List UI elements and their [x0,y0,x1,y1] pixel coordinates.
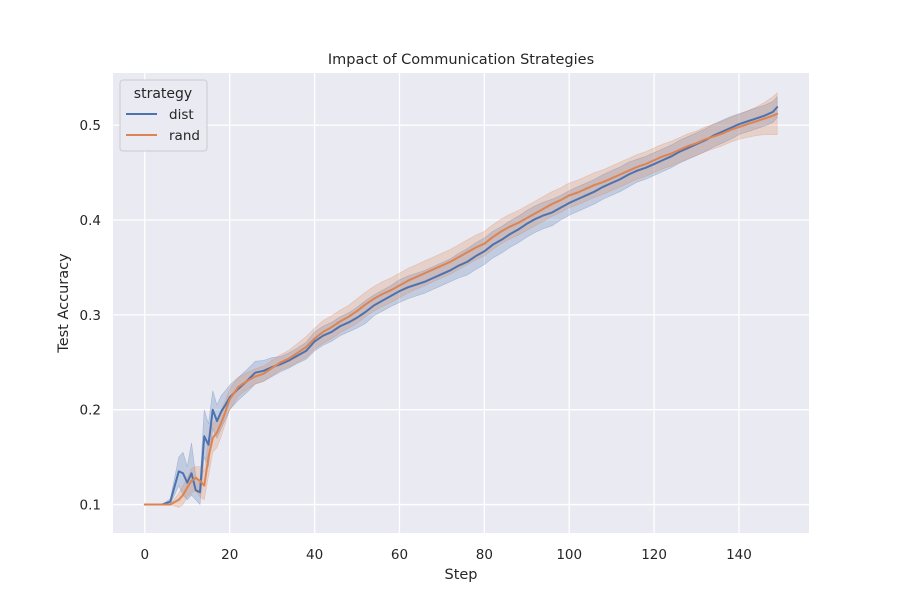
legend-box [119,79,208,152]
x-tick-label: 20 [221,547,238,563]
x-tick-label: 120 [641,547,667,563]
chart-title: Impact of Communication Strategies [328,52,594,68]
y-tick-label: 0.3 [80,308,101,324]
y-tick-label: 0.1 [80,498,101,514]
x-tick-label: 100 [556,547,582,563]
x-tick-label: 80 [476,547,493,563]
y-tick-label: 0.2 [80,403,101,419]
plot-area [113,73,809,533]
x-axis-ticks: 0 20 40 60 80 100 120 140 [141,547,752,563]
series-lines [143,106,779,506]
legend-label-dist: dist [169,107,194,123]
x-tick-label: 40 [306,547,323,563]
y-tick-label: 0.4 [80,213,101,229]
x-tick-label: 140 [726,547,752,563]
legend: strategy dist rand [119,79,208,152]
legend-label-rand: rand [169,128,200,144]
y-axis-label: Test Accuracy [56,253,72,354]
x-tick-label: 0 [141,547,150,563]
grid-lines [113,73,809,533]
y-axis-ticks: 0.1 0.2 0.3 0.4 0.5 [80,118,101,513]
legend-title: strategy [134,86,192,102]
series-line-dist [143,106,779,506]
x-axis-label: Step [444,567,477,583]
series-line-rand [143,112,779,506]
x-tick-label: 60 [391,547,408,563]
y-tick-label: 0.5 [80,118,101,134]
